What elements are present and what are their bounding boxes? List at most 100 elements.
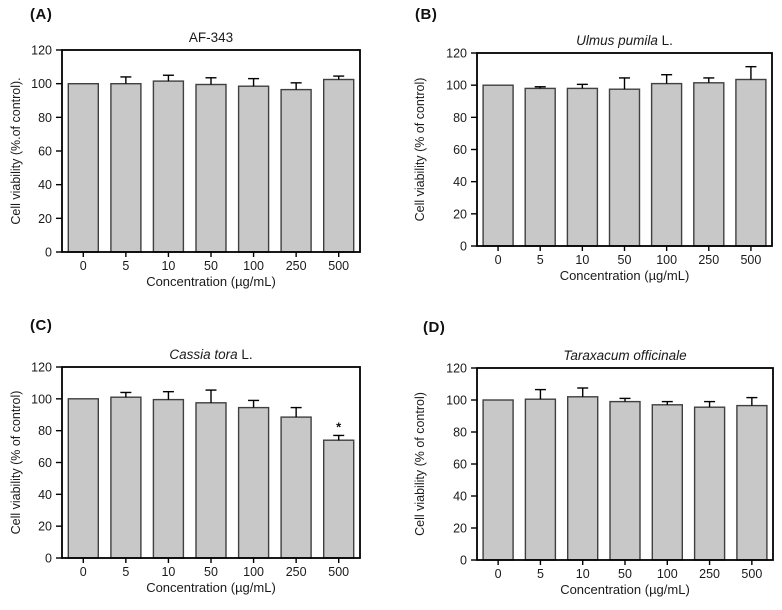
bar xyxy=(152,80,185,253)
y-tick-label: 60 xyxy=(453,143,467,157)
x-tick-label: 0 xyxy=(80,259,87,273)
x-tick-label: 100 xyxy=(657,567,678,581)
y-tick-label: 120 xyxy=(446,47,467,61)
bar xyxy=(280,88,312,253)
bar xyxy=(110,396,142,559)
bar xyxy=(566,396,599,561)
y-tick-label: 120 xyxy=(31,361,52,375)
bar xyxy=(323,439,355,559)
y-tick-label: 20 xyxy=(38,212,52,226)
bar xyxy=(67,398,100,559)
bar xyxy=(651,404,683,561)
bar xyxy=(735,78,767,247)
y-tick-label: 80 xyxy=(453,426,467,440)
panel-b: (B) 0 20 40 60 80 100 120 0 5 10 50 100 250 500 Ulmus … xyxy=(391,0,782,305)
bar xyxy=(110,82,142,253)
y-tick-label: 100 xyxy=(31,392,52,406)
bar xyxy=(237,85,270,253)
panel-label-c: (C) xyxy=(30,317,53,334)
y-axis-label: Cell viability (% of control) xyxy=(9,391,23,535)
y-tick-label: 0 xyxy=(460,554,467,568)
y-tick-label: 100 xyxy=(31,77,52,91)
x-tick-label: 250 xyxy=(698,253,719,267)
bar xyxy=(280,416,312,559)
x-tick-label: 50 xyxy=(618,253,632,267)
x-tick-label: 0 xyxy=(495,253,502,267)
x-tick-label: 5 xyxy=(122,259,129,273)
panel-label-a: (A) xyxy=(30,6,53,23)
x-tick-label: 50 xyxy=(204,259,218,273)
bar xyxy=(237,406,270,559)
x-tick-label: 250 xyxy=(286,565,307,579)
x-tick-label: 50 xyxy=(618,567,632,581)
bar xyxy=(566,87,599,247)
y-tick-label: 80 xyxy=(38,111,52,125)
x-axis-label: Concentration (µg/mL) xyxy=(560,268,690,283)
bar xyxy=(152,398,185,559)
bar xyxy=(524,87,556,247)
y-tick-label: 120 xyxy=(446,362,467,376)
panel-label-d: (D) xyxy=(423,319,446,336)
bar xyxy=(482,399,514,561)
bar xyxy=(524,398,557,561)
y-tick-label: 40 xyxy=(38,178,52,192)
x-tick-label: 500 xyxy=(328,259,349,273)
y-tick-label: 40 xyxy=(453,490,467,504)
x-tick-label: 100 xyxy=(656,253,677,267)
y-tick-label: 40 xyxy=(453,175,467,189)
bar-chart-d: 0 20 40 60 80 100 120 0 5 10 50 100 250 500 Taraxacum … xyxy=(413,348,774,597)
y-axis-label: Cell viability (%.of control). xyxy=(9,77,23,224)
chart-title: Ulmus pumila L. xyxy=(576,33,673,48)
y-tick-label: 20 xyxy=(453,207,467,221)
y-tick-label: 20 xyxy=(453,522,467,536)
y-tick-label: 80 xyxy=(38,424,52,438)
y-axis-label: Cell viability (% of control) xyxy=(413,78,427,222)
chart-title: Cassia tora L. xyxy=(169,347,252,362)
bar xyxy=(650,82,683,247)
bar xyxy=(608,88,641,247)
panel-c: (C) 0 20 40 60 80 100 120 0 5 10 50 100 250 500 * Cassi… xyxy=(0,305,391,610)
bar-chart-a: 0 20 40 60 80 100 120 0 5 10 50 100 250 500 AF-343 Conc… xyxy=(9,30,361,289)
x-tick-label: 250 xyxy=(286,259,307,273)
bar xyxy=(609,400,641,561)
x-tick-label: 5 xyxy=(122,565,129,579)
y-tick-label: 80 xyxy=(453,111,467,125)
panel-d: (D) 0 20 40 60 80 100 120 0 5 10 50 100 250 500 Taraxa… xyxy=(391,305,782,610)
x-tick-label: 100 xyxy=(243,565,264,579)
chart-title: Taraxacum officinale xyxy=(563,348,686,363)
x-axis-label: Concentration (µg/mL) xyxy=(146,274,276,289)
x-tick-label: 10 xyxy=(161,259,175,273)
x-tick-label: 500 xyxy=(741,567,762,581)
bar xyxy=(736,404,768,561)
x-tick-label: 250 xyxy=(699,567,720,581)
significance-asterisk: * xyxy=(336,419,342,434)
y-tick-label: 0 xyxy=(45,552,52,566)
x-tick-label: 5 xyxy=(537,567,544,581)
x-tick-label: 500 xyxy=(328,565,349,579)
bar-chart-c: 0 20 40 60 80 100 120 0 5 10 50 100 250 500 * Cassia to… xyxy=(9,347,361,595)
x-tick-label: 10 xyxy=(161,565,175,579)
y-tick-label: 60 xyxy=(453,458,467,472)
x-axis-label: Concentration (µg/mL) xyxy=(146,580,276,595)
bar xyxy=(195,402,227,559)
bar xyxy=(482,84,514,247)
x-tick-label: 5 xyxy=(537,253,544,267)
x-tick-label: 50 xyxy=(204,565,218,579)
bar xyxy=(323,78,355,253)
bar xyxy=(67,82,100,253)
y-tick-label: 0 xyxy=(45,246,52,260)
x-tick-label: 0 xyxy=(80,565,87,579)
x-tick-label: 10 xyxy=(575,253,589,267)
y-tick-label: 100 xyxy=(446,394,467,408)
y-axis-label: Cell viability (% of control) xyxy=(413,392,427,536)
y-tick-label: 60 xyxy=(38,145,52,159)
y-tick-label: 40 xyxy=(38,488,52,502)
y-tick-label: 0 xyxy=(460,240,467,254)
chart-title: AF-343 xyxy=(189,30,233,45)
bar-chart-b: 0 20 40 60 80 100 120 0 5 10 50 100 250 500 Ulmus pumi… xyxy=(413,33,773,283)
panel-label-b: (B) xyxy=(415,6,438,23)
bar xyxy=(693,406,726,561)
y-tick-label: 20 xyxy=(38,520,52,534)
x-tick-label: 500 xyxy=(740,253,761,267)
